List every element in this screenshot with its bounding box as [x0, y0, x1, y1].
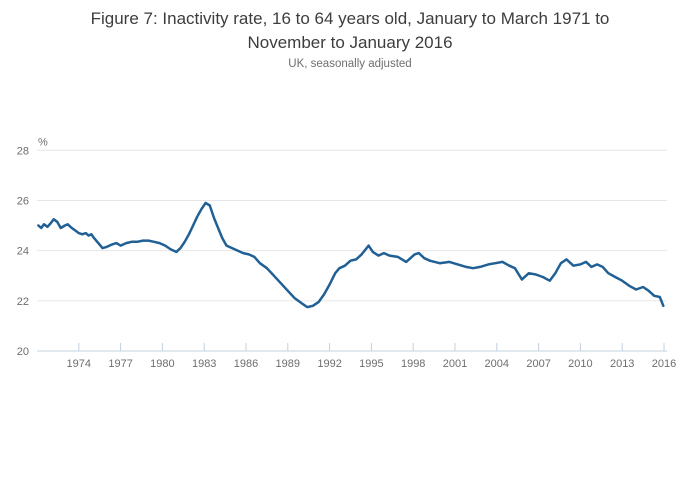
x-axis-tick-label: 1980: [150, 358, 174, 370]
y-axis-unit-label: %: [38, 136, 48, 148]
y-axis-tick-label: 24: [17, 246, 29, 258]
series-line: [37, 201, 665, 309]
y-axis-tick-label: 22: [17, 296, 29, 308]
x-axis-tick-label: 1989: [276, 358, 300, 370]
x-axis-tick-label: 1986: [234, 358, 258, 370]
x-axis-tick-label: 1998: [401, 358, 425, 370]
x-axis-tick-label: 1995: [359, 358, 383, 370]
y-axis-tick-label: 20: [17, 346, 29, 358]
x-axis-tick-label: 1983: [192, 358, 216, 370]
x-axis-tick-label: 1992: [317, 358, 341, 370]
x-axis-tick-label: 2007: [526, 358, 550, 370]
x-axis-tick-label: 2016: [652, 358, 676, 370]
y-axis-tick-label: 28: [17, 145, 29, 157]
x-axis-tick-label: 2004: [485, 358, 509, 370]
x-axis-tick-label: 1974: [67, 358, 91, 370]
chart-subtitle: UK, seasonally adjusted: [288, 58, 412, 70]
x-axis-tick-label: 1977: [108, 358, 132, 370]
y-axis-tick-label: 26: [17, 195, 29, 207]
x-axis-tick-label: 2010: [568, 358, 592, 370]
x-axis-tick-label: 2013: [610, 358, 634, 370]
x-axis-tick-label: 2001: [443, 358, 467, 370]
chart-title: Figure 7: Inactivity rate, 16 to 64 year…: [90, 9, 610, 52]
